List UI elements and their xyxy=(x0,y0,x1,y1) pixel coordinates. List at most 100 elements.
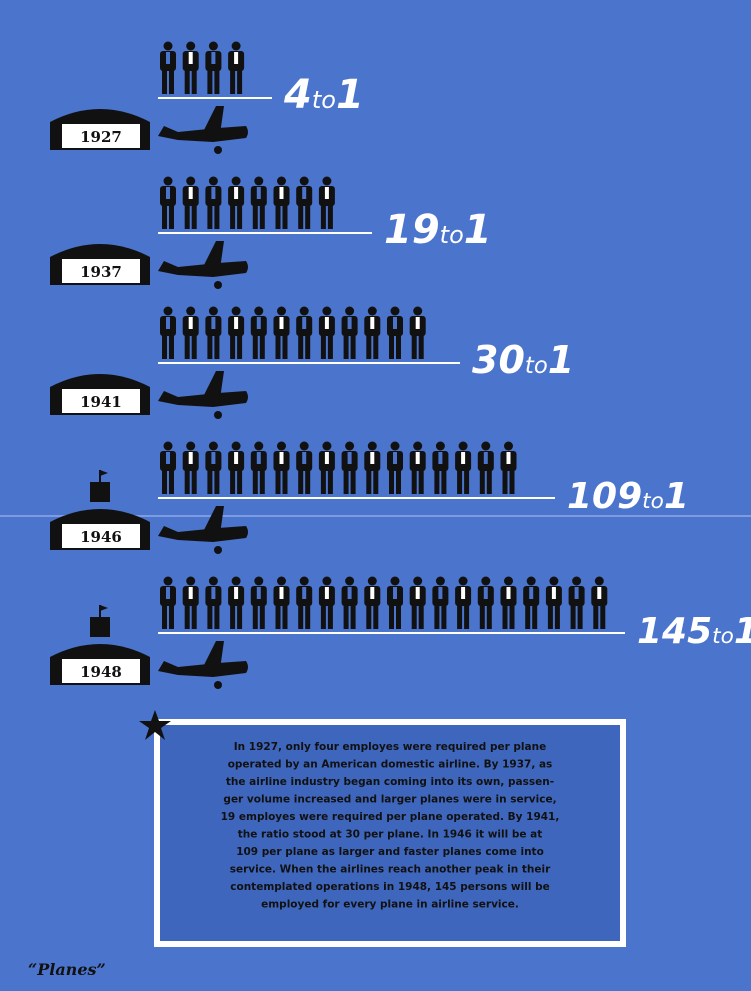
shirt xyxy=(348,317,352,329)
leg xyxy=(298,335,303,359)
head xyxy=(459,577,468,586)
year: 1941 xyxy=(80,393,122,411)
shirt xyxy=(189,317,193,329)
shirt xyxy=(461,587,465,599)
shirt xyxy=(484,452,488,464)
leg xyxy=(230,605,235,629)
leg xyxy=(328,605,333,629)
shirt xyxy=(257,187,261,199)
leg xyxy=(328,470,333,494)
leg xyxy=(328,335,333,359)
shirt xyxy=(507,452,511,464)
head xyxy=(391,307,400,316)
head xyxy=(186,307,195,316)
page: “Planes” 4to1192719to1193730to11941109to… xyxy=(0,0,751,991)
ratio-one: 1 xyxy=(336,72,364,118)
head xyxy=(572,577,581,586)
note-line: operated by an American domestic airline… xyxy=(228,759,553,771)
leg xyxy=(298,205,303,229)
head xyxy=(300,442,309,451)
ratio: 19to1 xyxy=(384,207,492,253)
shirt xyxy=(575,587,579,599)
leg xyxy=(283,470,288,494)
head xyxy=(549,577,558,586)
leg xyxy=(192,335,197,359)
shirt xyxy=(416,317,420,329)
ratio-to: to xyxy=(525,353,548,379)
shirt xyxy=(325,187,329,199)
leg xyxy=(419,335,424,359)
leg xyxy=(464,605,469,629)
wheel xyxy=(214,546,222,554)
leg xyxy=(162,205,167,229)
ratio: 145to1 xyxy=(637,611,751,652)
ratio-number: 4 xyxy=(283,72,312,118)
shirt xyxy=(211,452,215,464)
ratio-one: 1 xyxy=(734,611,751,652)
leg xyxy=(389,605,394,629)
leg xyxy=(344,605,349,629)
leg xyxy=(351,605,356,629)
head xyxy=(300,577,309,586)
head xyxy=(504,442,513,451)
leg xyxy=(434,470,439,494)
leg xyxy=(351,470,356,494)
leg xyxy=(276,205,281,229)
head xyxy=(322,307,331,316)
leg xyxy=(214,205,219,229)
leg xyxy=(230,470,235,494)
leg xyxy=(185,470,190,494)
leg xyxy=(389,335,394,359)
leg xyxy=(366,335,371,359)
leg xyxy=(260,470,265,494)
head xyxy=(254,442,263,451)
note-line: the ratio stood at 30 per plane. In 1946… xyxy=(238,829,543,841)
ratio-number: 30 xyxy=(472,338,525,382)
leg xyxy=(260,605,265,629)
ratio: 30to1 xyxy=(472,338,574,382)
leg xyxy=(344,470,349,494)
leg xyxy=(464,470,469,494)
leg xyxy=(237,205,242,229)
leg xyxy=(503,605,508,629)
head xyxy=(481,577,490,586)
leg xyxy=(480,470,485,494)
shirt xyxy=(166,317,170,329)
leg xyxy=(253,470,258,494)
leg xyxy=(555,605,560,629)
head xyxy=(481,442,490,451)
head xyxy=(232,42,241,51)
head xyxy=(277,442,286,451)
leg xyxy=(571,605,576,629)
shirt xyxy=(370,317,374,329)
head xyxy=(345,577,354,586)
wheel xyxy=(214,681,222,689)
leg xyxy=(185,205,190,229)
leg xyxy=(230,205,235,229)
head xyxy=(277,307,286,316)
leg xyxy=(441,470,446,494)
shirt xyxy=(234,317,238,329)
wheel xyxy=(214,281,222,289)
shirt xyxy=(280,452,284,464)
leg xyxy=(253,205,258,229)
leg xyxy=(185,605,190,629)
head xyxy=(164,177,173,186)
leg xyxy=(283,335,288,359)
leg xyxy=(441,605,446,629)
leg xyxy=(214,335,219,359)
shirt xyxy=(280,587,284,599)
ratio-number: 109 xyxy=(567,476,642,517)
ratio-one: 1 xyxy=(464,207,492,253)
shirt xyxy=(416,587,420,599)
head xyxy=(595,577,604,586)
shirt xyxy=(484,587,488,599)
note-line: contemplated operations in 1948, 145 per… xyxy=(230,881,549,893)
ratio-number: 19 xyxy=(384,207,440,253)
head xyxy=(254,577,263,586)
leg xyxy=(487,470,492,494)
head xyxy=(209,307,218,316)
head xyxy=(345,442,354,451)
shirt xyxy=(211,52,215,64)
shirt xyxy=(438,452,442,464)
